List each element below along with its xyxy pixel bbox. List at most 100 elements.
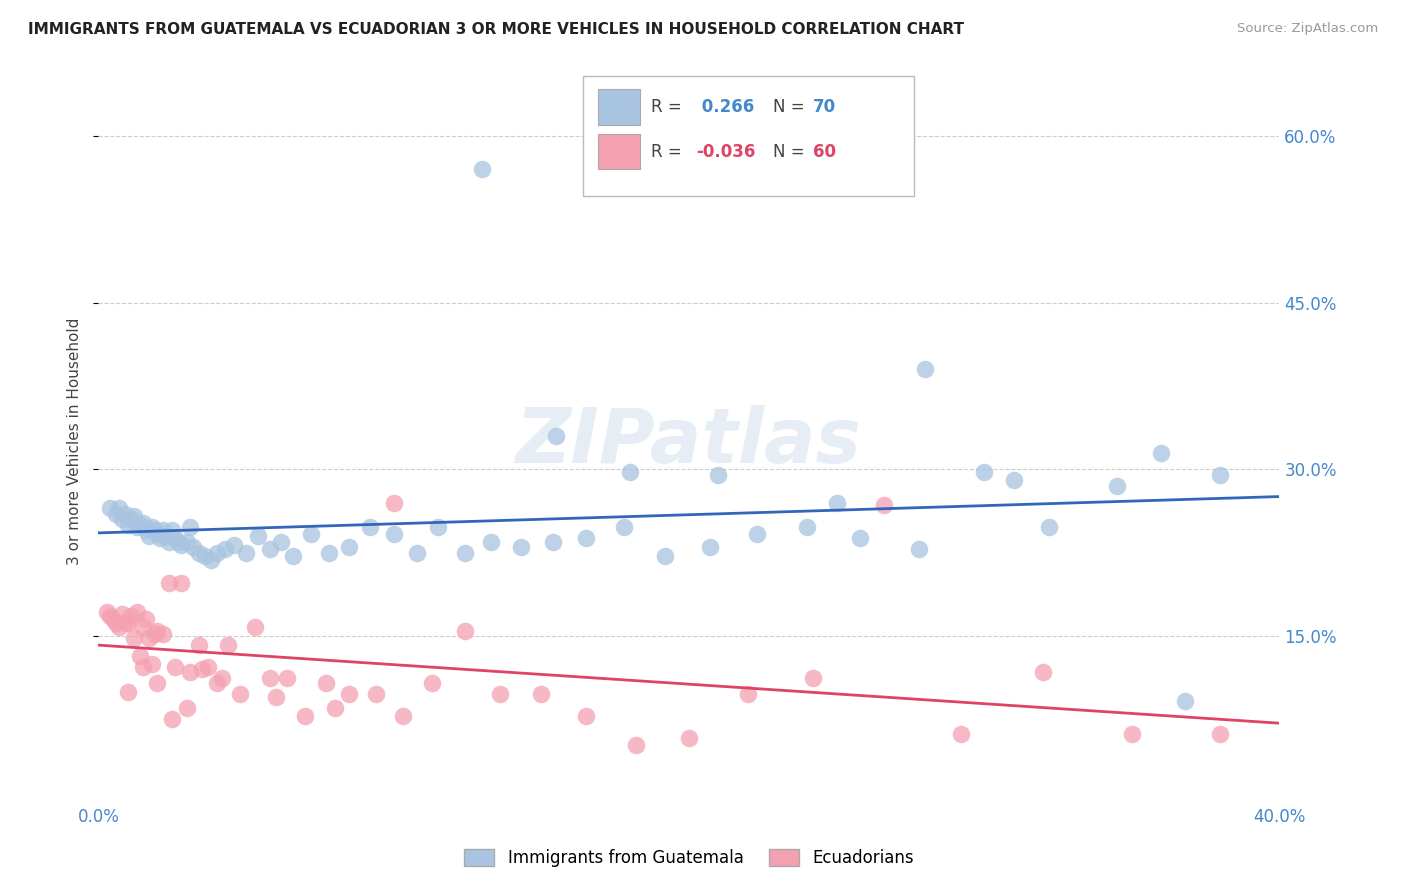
Point (103, 612, 125, 626)
Point (259, 671, 281, 685)
Y-axis label: 3 or more Vehicles in Household: 3 or more Vehicles in Household (67, 318, 83, 566)
Text: ZIPatlas: ZIPatlas (516, 405, 862, 478)
Point (162, 713, 183, 727)
Text: R =: R = (651, 98, 688, 116)
Text: IMMIGRANTS FROM GUATEMALA VS ECUADORIAN 3 OR MORE VEHICLES IN HOUSEHOLD CORRELAT: IMMIGRANTS FROM GUATEMALA VS ECUADORIAN … (28, 22, 965, 37)
Point (914, 362, 936, 376)
Point (157, 575, 180, 590)
Point (453, 624, 475, 638)
Point (114, 507, 136, 521)
Point (128, 649, 150, 664)
Point (141, 520, 163, 534)
Point (479, 534, 502, 549)
Point (214, 542, 236, 557)
Point (699, 540, 721, 554)
Point (211, 671, 233, 685)
Point (176, 701, 198, 715)
Point (176, 534, 198, 549)
Point (318, 546, 340, 560)
Point (165, 531, 187, 545)
Point (135, 524, 157, 538)
Point (170, 538, 193, 552)
Point (575, 531, 598, 545)
Point (108, 501, 131, 516)
Point (796, 520, 818, 534)
Text: R =: R = (651, 143, 688, 161)
Point (1209, 467, 1232, 482)
Point (678, 731, 700, 746)
Point (120, 609, 142, 624)
Point (229, 687, 252, 701)
Point (98, 501, 121, 516)
Point (197, 660, 219, 674)
Point (187, 546, 209, 560)
Point (246, 529, 269, 543)
Point (420, 675, 443, 690)
Point (146, 675, 169, 690)
Point (167, 534, 190, 549)
Point (873, 498, 896, 512)
Point (1032, 665, 1054, 679)
Point (1209, 727, 1232, 741)
Point (146, 624, 169, 638)
Point (259, 542, 281, 557)
Point (105, 507, 128, 521)
Point (530, 687, 553, 701)
Point (111, 512, 134, 526)
Text: 60: 60 (813, 143, 835, 161)
Point (132, 660, 155, 674)
Point (128, 517, 150, 532)
Point (1174, 693, 1197, 707)
Point (117, 517, 139, 532)
Point (181, 540, 204, 554)
Point (1150, 445, 1173, 459)
Point (613, 520, 636, 534)
Point (125, 605, 148, 619)
Point (541, 534, 564, 549)
Point (1121, 727, 1143, 741)
Point (294, 709, 316, 723)
Point (339, 540, 361, 554)
Point (179, 665, 201, 679)
Point (737, 687, 759, 701)
Point (194, 549, 217, 563)
Point (323, 701, 346, 715)
Point (205, 675, 228, 690)
Point (359, 520, 381, 534)
Point (117, 615, 139, 630)
Point (745, 526, 768, 541)
Point (152, 524, 174, 538)
Point (122, 632, 145, 646)
Point (205, 546, 228, 560)
Point (707, 467, 730, 482)
Point (546, 429, 568, 443)
Point (108, 620, 131, 634)
Point (138, 632, 160, 646)
Point (453, 546, 475, 560)
Point (132, 516, 155, 530)
Point (489, 687, 512, 701)
Point (155, 529, 177, 543)
Point (364, 687, 387, 701)
Point (122, 508, 145, 523)
Point (146, 526, 169, 541)
Point (908, 542, 931, 557)
Point (973, 465, 995, 479)
Point (624, 738, 647, 752)
Point (406, 546, 429, 560)
Text: 70: 70 (813, 98, 835, 116)
Legend: Immigrants from Guatemala, Ecuadorians: Immigrants from Guatemala, Ecuadorians (458, 842, 920, 874)
Point (187, 638, 209, 652)
Point (98, 609, 121, 624)
Point (105, 615, 128, 630)
Point (143, 524, 166, 538)
Point (575, 709, 598, 723)
Point (270, 534, 292, 549)
Point (120, 512, 142, 526)
Point (149, 531, 172, 545)
Point (152, 627, 174, 641)
Point (339, 687, 361, 701)
Point (654, 549, 676, 563)
Point (162, 524, 183, 538)
Point (1038, 520, 1060, 534)
